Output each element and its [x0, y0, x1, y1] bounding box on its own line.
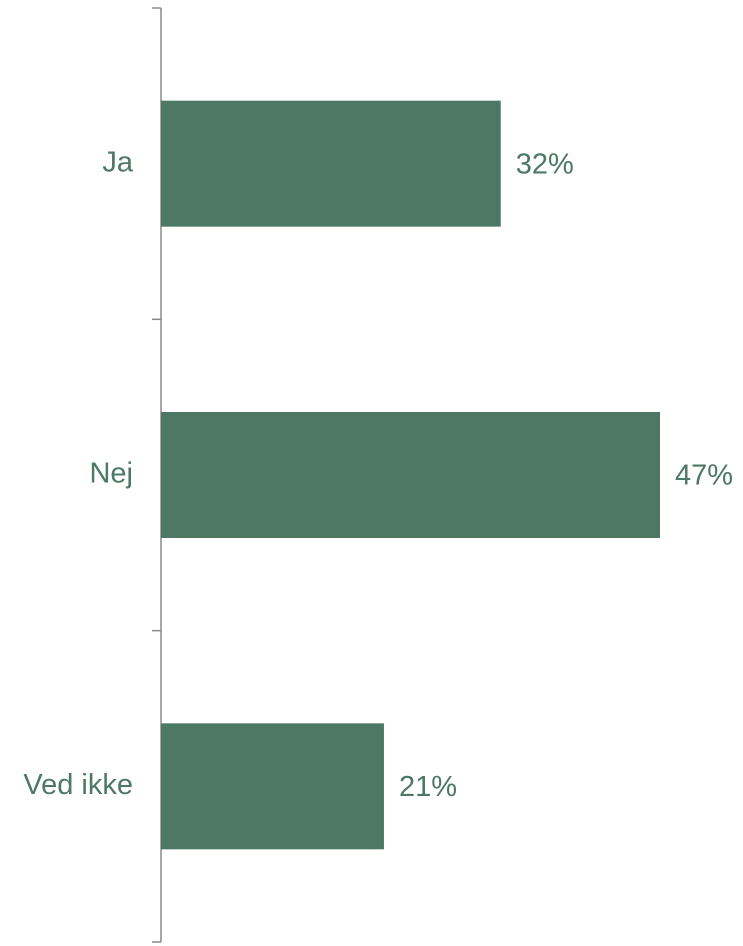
bar — [161, 100, 501, 227]
value-label: 47% — [675, 460, 733, 492]
value-label: 21% — [399, 771, 457, 803]
category-label: Nej — [89, 458, 133, 490]
category-label: Ja — [102, 146, 134, 178]
bar — [161, 412, 660, 538]
value-label: 32% — [516, 148, 574, 180]
category-label: Ved ikke — [23, 769, 133, 801]
bar — [161, 723, 384, 850]
